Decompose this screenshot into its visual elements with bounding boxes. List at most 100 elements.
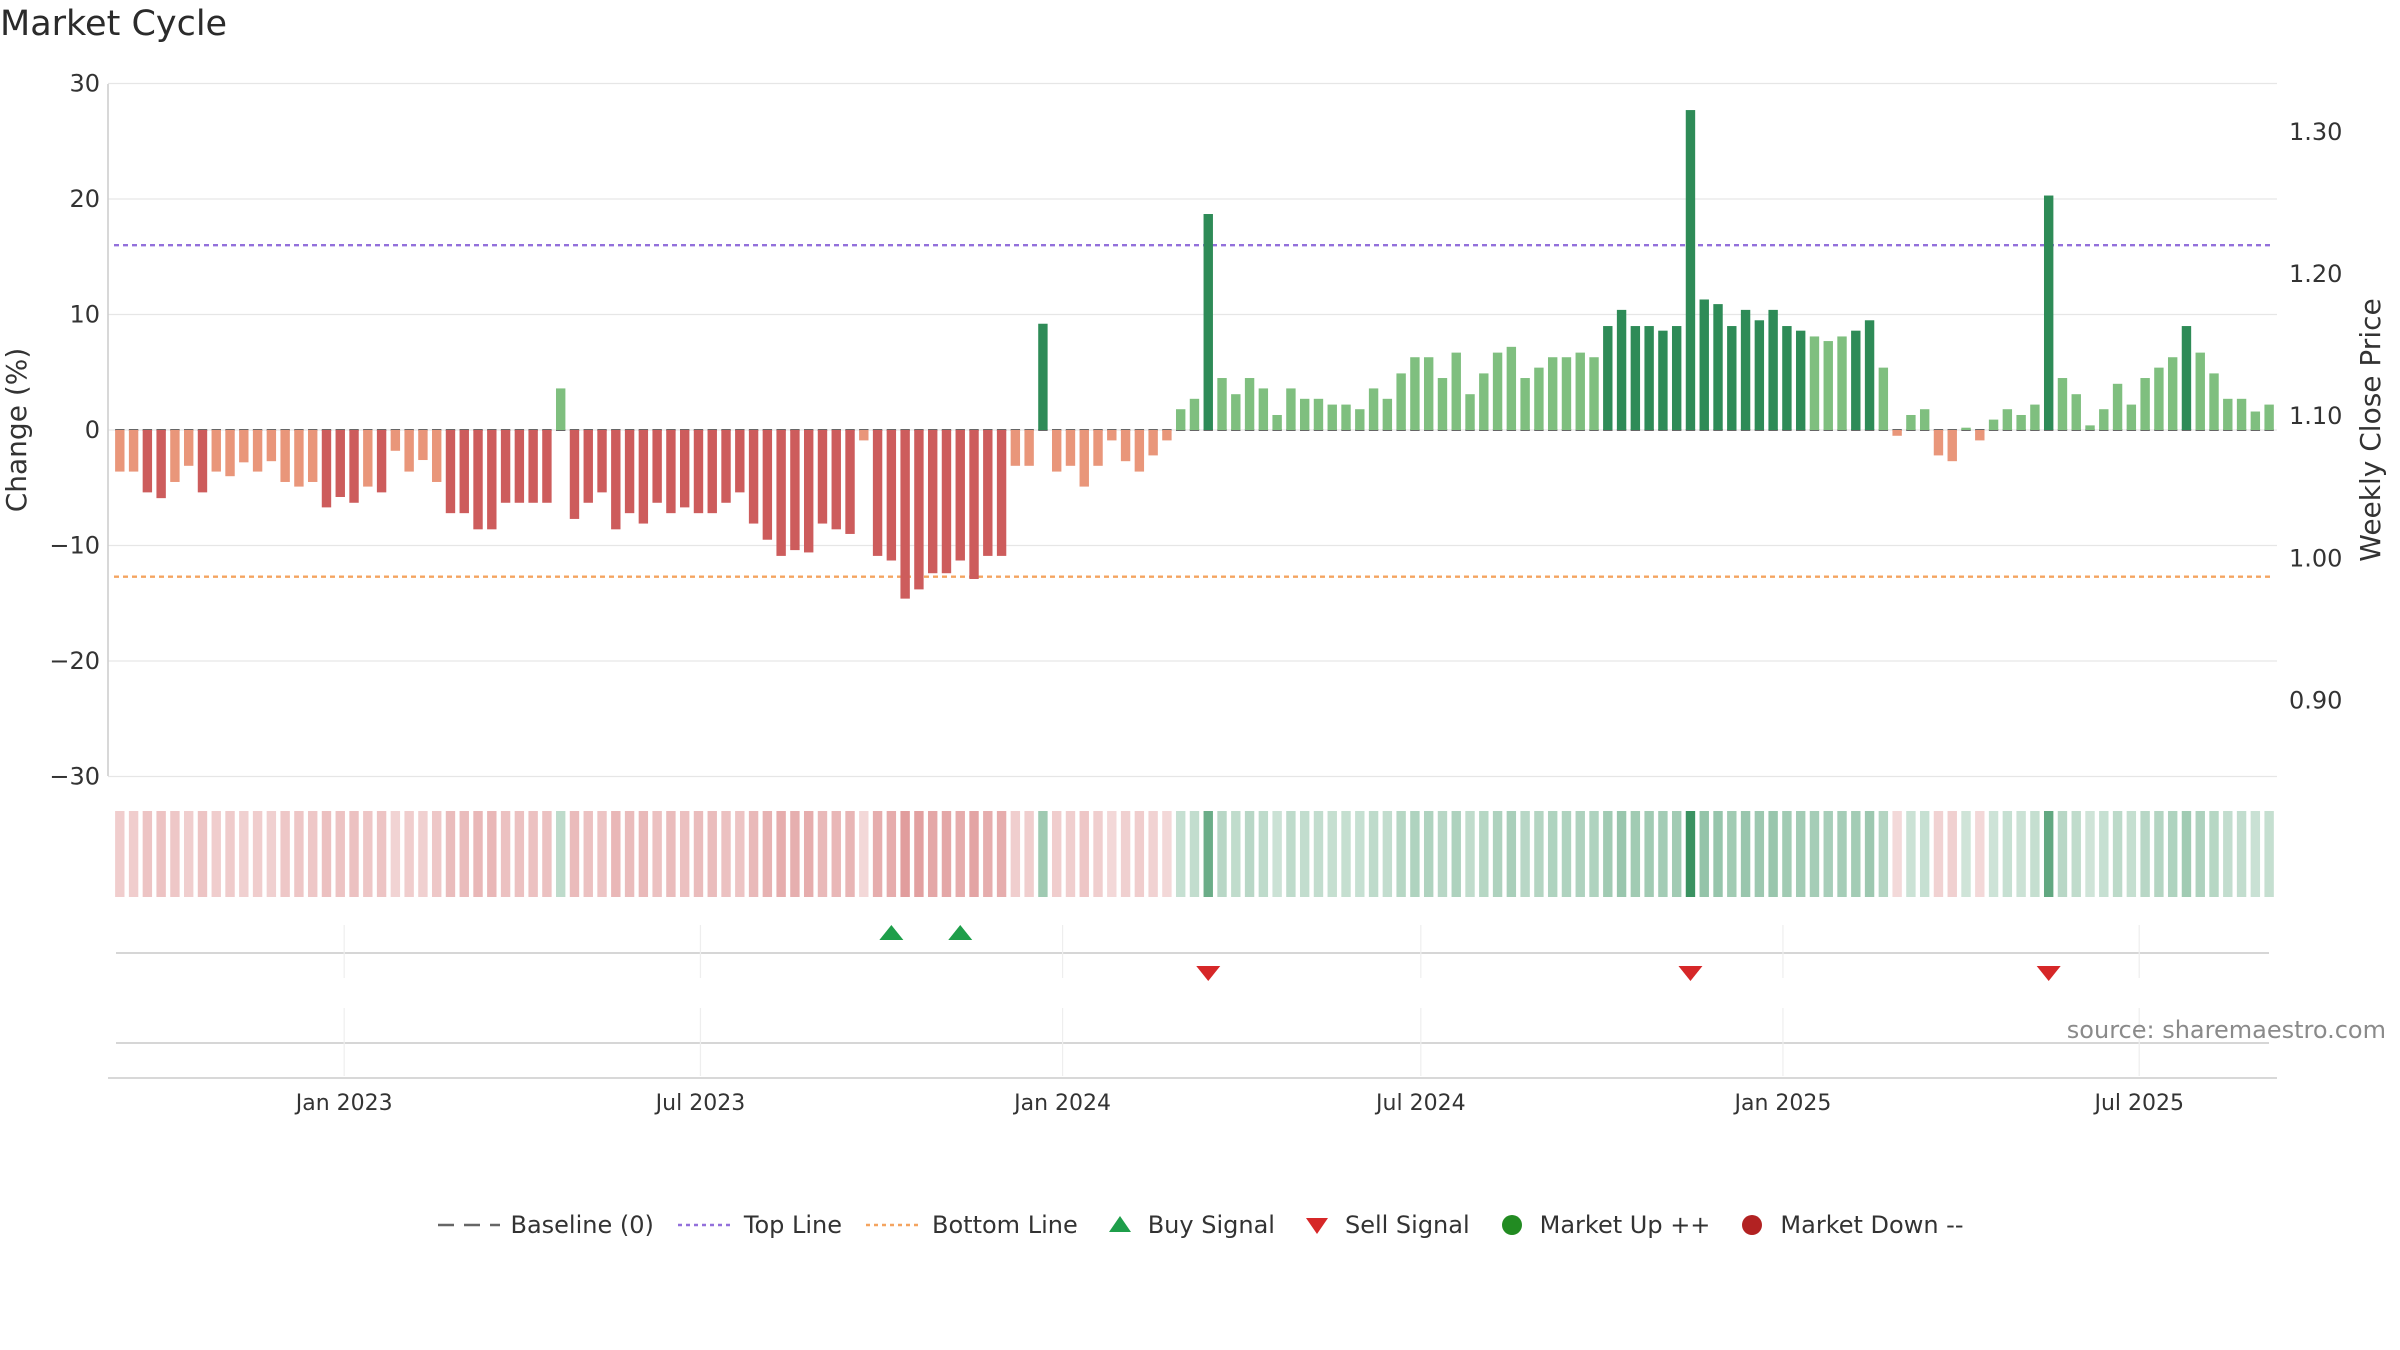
change-bar[interactable] bbox=[431, 430, 442, 482]
change-bar[interactable] bbox=[2223, 398, 2233, 430]
change-bar[interactable] bbox=[2126, 404, 2137, 430]
change-bar[interactable] bbox=[1961, 427, 1971, 430]
change-bar[interactable] bbox=[170, 430, 180, 482]
change-bar[interactable] bbox=[2112, 383, 2123, 430]
change-bar[interactable] bbox=[1299, 398, 1310, 430]
change-bar[interactable] bbox=[459, 430, 469, 514]
change-bar[interactable] bbox=[1313, 398, 1324, 430]
change-bar[interactable] bbox=[569, 430, 580, 519]
change-bar[interactable] bbox=[900, 430, 910, 599]
change-bar[interactable] bbox=[1079, 430, 1089, 487]
change-bar[interactable] bbox=[707, 430, 717, 514]
change-bar[interactable] bbox=[831, 430, 841, 530]
change-bar[interactable] bbox=[790, 430, 800, 551]
change-bar[interactable] bbox=[252, 430, 263, 472]
change-bar[interactable] bbox=[1286, 388, 1296, 430]
change-bar[interactable] bbox=[555, 388, 566, 430]
change-bar[interactable] bbox=[1685, 110, 1696, 430]
change-bar[interactable] bbox=[1851, 330, 1861, 430]
change-bar[interactable] bbox=[886, 430, 897, 561]
change-bar[interactable] bbox=[1975, 430, 1985, 441]
change-bar[interactable] bbox=[1203, 214, 1213, 430]
change-bar[interactable] bbox=[1713, 304, 1723, 430]
change-bar[interactable] bbox=[1892, 430, 1902, 436]
sell-signal-marker[interactable] bbox=[2036, 966, 2061, 981]
change-bar[interactable] bbox=[2167, 357, 2178, 430]
change-bar[interactable] bbox=[859, 430, 869, 441]
change-bar[interactable] bbox=[983, 430, 993, 556]
change-bar[interactable] bbox=[1107, 430, 1117, 441]
change-bar[interactable] bbox=[817, 430, 828, 524]
change-bar[interactable] bbox=[611, 430, 621, 530]
sell-signal-marker[interactable] bbox=[1678, 966, 1703, 981]
change-bar[interactable] bbox=[1479, 373, 1489, 430]
change-bar[interactable] bbox=[1795, 330, 1806, 430]
sell-signal-marker[interactable] bbox=[1196, 966, 1221, 981]
change-bar[interactable] bbox=[1437, 378, 1448, 430]
change-bar[interactable] bbox=[307, 430, 318, 482]
change-bar[interactable] bbox=[197, 430, 208, 493]
change-bar[interactable] bbox=[321, 430, 332, 508]
change-bar[interactable] bbox=[1465, 394, 1475, 430]
change-bar[interactable] bbox=[514, 430, 525, 503]
change-bar[interactable] bbox=[693, 430, 704, 514]
change-bar[interactable] bbox=[1671, 326, 1682, 430]
change-bar[interactable] bbox=[1327, 404, 1337, 430]
change-bar[interactable] bbox=[721, 430, 731, 503]
legend-item-sell-signal[interactable]: Sell Signal bbox=[1297, 1211, 1470, 1239]
change-bar[interactable] bbox=[1051, 430, 1062, 472]
change-bar[interactable] bbox=[748, 430, 759, 524]
change-bar[interactable] bbox=[1534, 367, 1544, 430]
change-bar[interactable] bbox=[941, 430, 952, 574]
change-bar[interactable] bbox=[1547, 357, 1558, 430]
change-bar[interactable] bbox=[1589, 357, 1599, 430]
change-bar[interactable] bbox=[1010, 430, 1021, 466]
change-bar[interactable] bbox=[183, 430, 194, 466]
legend-item-buy-signal[interactable]: Buy Signal bbox=[1100, 1211, 1275, 1239]
change-bar[interactable] bbox=[776, 430, 786, 556]
legend-item-market-up[interactable]: Market Up ++ bbox=[1492, 1211, 1710, 1239]
change-bar[interactable] bbox=[239, 430, 249, 463]
change-bar[interactable] bbox=[1272, 414, 1282, 430]
change-bar[interactable] bbox=[969, 430, 979, 579]
change-bar[interactable] bbox=[294, 430, 304, 487]
change-bar[interactable] bbox=[1189, 398, 1200, 430]
change-bar[interactable] bbox=[1231, 394, 1241, 430]
change-bar[interactable] bbox=[652, 430, 662, 503]
change-bar[interactable] bbox=[266, 430, 277, 462]
change-bar[interactable] bbox=[528, 430, 538, 503]
change-bar[interactable] bbox=[1630, 326, 1641, 430]
change-bar[interactable] bbox=[115, 430, 125, 472]
change-bar[interactable] bbox=[2264, 404, 2274, 430]
change-bar[interactable] bbox=[2057, 378, 2068, 430]
change-bar[interactable] bbox=[1175, 409, 1186, 430]
change-bar[interactable] bbox=[156, 430, 166, 499]
change-bar[interactable] bbox=[583, 430, 593, 503]
change-bar[interactable] bbox=[914, 430, 924, 590]
change-bar[interactable] bbox=[1217, 378, 1227, 430]
change-bar[interactable] bbox=[1423, 357, 1434, 430]
change-bar[interactable] bbox=[1024, 430, 1034, 466]
change-bar[interactable] bbox=[1878, 367, 1889, 430]
change-bar[interactable] bbox=[1134, 430, 1145, 472]
change-bar[interactable] bbox=[445, 430, 456, 514]
change-bar[interactable] bbox=[1837, 336, 1847, 430]
change-bar[interactable] bbox=[2043, 195, 2054, 430]
change-bar[interactable] bbox=[1093, 430, 1103, 466]
change-bar[interactable] bbox=[1754, 320, 1765, 430]
change-bar[interactable] bbox=[1616, 309, 1627, 430]
change-bar[interactable] bbox=[2085, 425, 2095, 430]
change-bar[interactable] bbox=[1410, 357, 1420, 430]
change-bar[interactable] bbox=[1355, 409, 1365, 430]
change-bar[interactable] bbox=[1603, 326, 1613, 430]
change-bar[interactable] bbox=[1768, 309, 1778, 430]
change-bar[interactable] bbox=[1740, 309, 1751, 430]
legend-item-market-down[interactable]: Market Down -- bbox=[1732, 1211, 1964, 1239]
change-bar[interactable] bbox=[1782, 326, 1792, 430]
change-bar[interactable] bbox=[1258, 388, 1269, 430]
change-bar[interactable] bbox=[1451, 352, 1461, 430]
change-bar[interactable] bbox=[1120, 430, 1131, 462]
change-bar[interactable] bbox=[349, 430, 359, 503]
change-bar[interactable] bbox=[280, 430, 290, 482]
change-bar[interactable] bbox=[1396, 373, 1406, 430]
